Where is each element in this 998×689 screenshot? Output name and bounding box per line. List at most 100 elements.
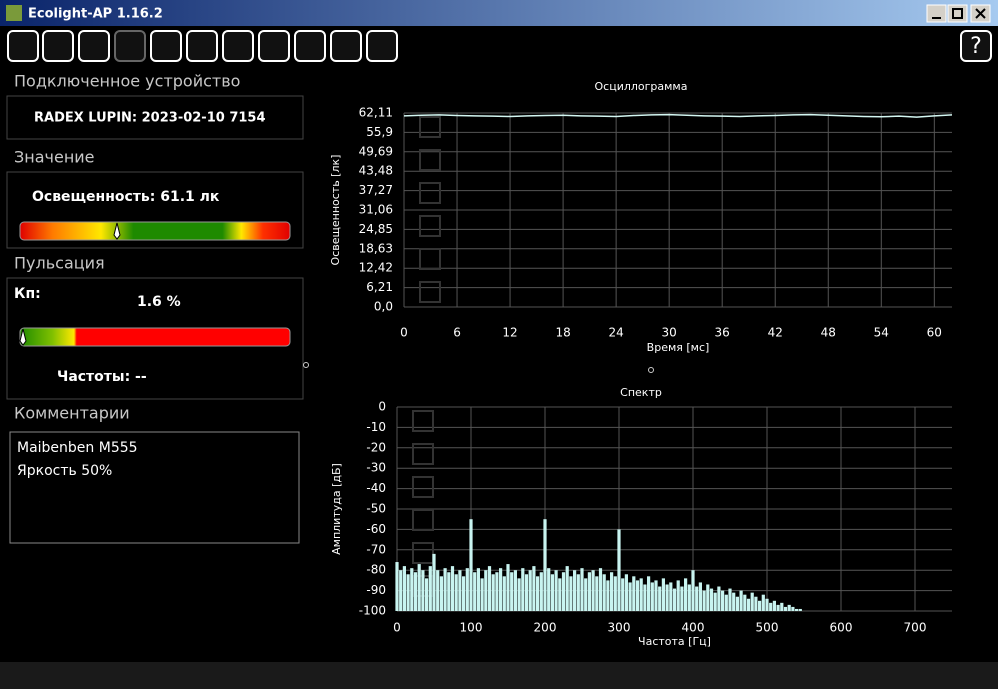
spectrum-bar (661, 578, 665, 611)
y-tick-label: -100 (359, 604, 386, 618)
spectrum-bar (428, 566, 432, 611)
spectrum-bar (672, 588, 677, 611)
spectrum-bar (735, 596, 739, 611)
x-axis-label: Частота [Гц] (638, 635, 711, 648)
spectrum-bar (702, 590, 706, 611)
spectrum-bar (639, 578, 643, 611)
illuminance-text: Освещенность: 61.1 лк (32, 189, 220, 205)
spectrum-bar (417, 564, 421, 611)
x-tick-label: 100 (460, 621, 483, 635)
frequency-text: Частоты: -- (57, 369, 147, 385)
spectrum-bar (750, 592, 754, 611)
toolbar-button[interactable] (258, 30, 290, 62)
device-text: RADEX LUPIN: 2023-02-10 7154 (34, 111, 266, 126)
plot-tool-icon (412, 509, 434, 531)
toolbar-button[interactable] (366, 30, 398, 62)
spectrum-bar (717, 586, 721, 611)
spectrum-bar (595, 576, 599, 611)
x-tick-label: 6 (453, 326, 461, 340)
spectrum-bar (621, 578, 625, 611)
help-button[interactable] (960, 30, 992, 62)
spectrum-bar (565, 566, 569, 611)
spectrum-bar (469, 519, 473, 611)
minimize-button[interactable] (926, 4, 947, 23)
spectrum-bar (665, 584, 669, 611)
y-tick-label: 31,06 (359, 202, 393, 216)
spectrum-bar (743, 594, 747, 611)
plot-tool-icon (412, 410, 434, 432)
help-icon: ? (970, 34, 982, 59)
value-box (6, 171, 304, 249)
spectrum-bar (776, 604, 780, 611)
spectrum-bar (480, 578, 484, 611)
spectrum-bar (647, 576, 651, 611)
spectrum-bar (650, 582, 654, 611)
app-icon (6, 5, 22, 21)
spectrum-bar (598, 568, 603, 611)
spectrum-bar (580, 568, 584, 611)
status-bar (0, 662, 998, 689)
spectrum-bar (576, 574, 580, 611)
toolbar-button[interactable] (294, 30, 326, 62)
spectrum-bar (754, 596, 758, 611)
spectrum-bar (680, 586, 684, 611)
toolbar-button[interactable] (114, 30, 146, 62)
comments-box[interactable] (9, 431, 300, 544)
section-header: Подключенное устройство (14, 72, 240, 91)
spectrum-bar (395, 562, 399, 611)
spectrum-bar (487, 566, 492, 611)
spectrum-bar (547, 568, 551, 611)
x-tick-label: 400 (682, 621, 705, 635)
spectrum-bar (706, 584, 710, 611)
splitter-handle[interactable] (648, 367, 654, 373)
toolbar-button[interactable] (150, 30, 182, 62)
splitter-handle[interactable] (303, 362, 309, 368)
y-tick-label: 12,42 (359, 261, 393, 275)
spectrum-bar (780, 602, 784, 611)
x-tick-label: 600 (830, 621, 853, 635)
spectrum-bar (528, 570, 532, 611)
x-tick-label: 24 (608, 326, 623, 340)
spectrum-bar (613, 576, 617, 611)
y-tick-label: -40 (366, 481, 386, 495)
spectrum-bar (698, 582, 702, 611)
device-box (6, 95, 304, 140)
spectrum-bar (765, 598, 769, 611)
spectrum-bar (573, 570, 577, 611)
toolbar-button[interactable] (186, 30, 218, 62)
spectrum-bar (713, 592, 717, 611)
spectrum-bar (473, 572, 477, 611)
y-tick-label: 62,11 (359, 106, 393, 120)
spectrum-bar (410, 568, 414, 611)
spectrum-bar (462, 576, 466, 611)
spectrum-bar (539, 572, 543, 611)
spectrum-bar (739, 590, 743, 611)
spectrum-bar (510, 572, 514, 611)
pulse-box (6, 277, 304, 400)
spectrum-bar (399, 570, 403, 611)
maximize-button[interactable] (947, 4, 968, 23)
toolbar-button[interactable] (78, 30, 110, 62)
spectrum-bar (791, 606, 795, 611)
x-tick-label: 42 (768, 326, 783, 340)
spectrum-bar (632, 576, 636, 611)
spectrum-bar (499, 568, 503, 611)
plot-tool-icon (419, 116, 441, 138)
plot-tool-icon (419, 149, 441, 171)
toolbar-buttons[interactable] (7, 30, 398, 62)
x-axis-label: Время [мс] (647, 341, 710, 354)
toolbar-button[interactable] (42, 30, 74, 62)
toolbar-button[interactable] (7, 30, 39, 62)
y-tick-label: 6,21 (366, 280, 393, 294)
window-buttons[interactable] (926, 4, 991, 23)
spectrum-bar (721, 590, 725, 611)
spectrum-bar (772, 600, 776, 611)
toolbar-button[interactable] (222, 30, 254, 62)
toolbar-button[interactable] (330, 30, 362, 62)
scale-marker (19, 328, 27, 346)
spectrum-bar (617, 529, 621, 611)
spectrum-bar (643, 584, 647, 611)
spectrum-bar (465, 568, 469, 611)
spectrum-bar (669, 582, 673, 611)
spectrum-bar (709, 588, 714, 611)
